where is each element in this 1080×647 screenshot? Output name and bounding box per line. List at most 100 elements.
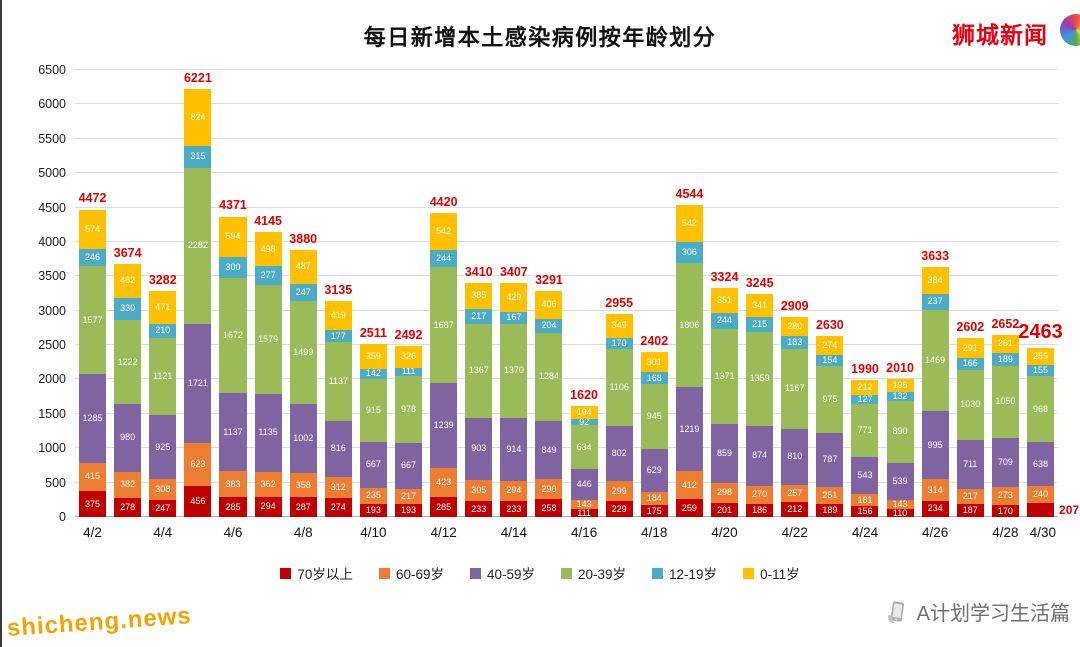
segment-value: 1284	[538, 371, 559, 382]
segment-value: 235	[365, 490, 381, 501]
bar-slot-4/14: 233 294 914 1370 167 429 3407 4/14	[496, 70, 531, 540]
bar-slot-4/19: 259 412 1219 1806 306 542 4544	[672, 70, 707, 517]
gridline	[75, 240, 1058, 242]
brand-logo-icon	[1060, 14, 1080, 46]
total-label: 3410	[464, 264, 493, 279]
gridline	[75, 69, 1058, 70]
segment-value: 277	[260, 270, 276, 281]
segment-value: 142	[365, 368, 381, 379]
stacked-bar-4/4: 247 308 925 1121 210 471	[149, 291, 177, 517]
segment-age0to11: 261	[991, 334, 1019, 353]
segment-age12to19: 166	[956, 358, 984, 370]
segment-age20to39: 1030	[956, 369, 984, 441]
bar-slot-4/18: 175 184 629 945 168 301 2402 4/18	[637, 70, 672, 540]
segment-value: 482	[120, 275, 136, 286]
segment-age70plus: 207	[1026, 502, 1079, 517]
segment-age20to39: 1499	[289, 300, 317, 404]
segment-age60to69: 623	[184, 442, 212, 486]
segment-age40to59: 1285	[79, 374, 107, 463]
segment-age12to19: 92	[570, 417, 598, 426]
segment-value: 168	[646, 372, 662, 383]
gridline	[75, 137, 1058, 139]
segment-value: 1579	[258, 334, 279, 345]
bar-slot-4/22: 212 257 810 1167 183 280 2909 4/22	[777, 70, 812, 540]
gridline	[75, 103, 1058, 105]
total-label: 4420	[429, 195, 458, 210]
stacked-bar-4/18: 175 184 629 945 168 301	[640, 351, 668, 517]
segment-value: 181	[857, 494, 873, 505]
segment-age70plus: 189	[816, 504, 844, 517]
legend-label: 60-69岁	[395, 567, 444, 582]
segment-age60to69: 273	[991, 486, 1019, 506]
bar-slot-4/25: 110 143 539 890 132 196 2010	[883, 70, 918, 517]
segment-value: 291	[962, 342, 978, 353]
segment-age60to69: 181	[851, 493, 879, 507]
segment-age40to59: 874	[746, 425, 774, 486]
segment-age12to19: 204	[535, 318, 563, 333]
segment-age40to59: 787	[816, 432, 844, 487]
segment-age40to59: 914	[500, 417, 528, 481]
segment-value: 261	[997, 338, 1013, 349]
segment-age0to11: 349	[605, 313, 633, 338]
segment-age70plus: 175	[640, 505, 668, 517]
y-tick-label: 500	[45, 475, 66, 490]
segment-value: 709	[997, 456, 1013, 467]
stacked-bar-4/17: 229 299 802 1106 170 349	[605, 313, 633, 517]
segment-age20to39: 1367	[465, 323, 493, 418]
segment-value: 259	[681, 502, 697, 513]
segment-age20to39: 1121	[149, 338, 177, 416]
watermark-site: shicheng.news	[6, 602, 193, 643]
segment-age70plus: 456	[184, 485, 212, 517]
x-tick-label: 4/14	[500, 525, 527, 540]
segment-value: 412	[681, 479, 697, 490]
segment-age40to59: 709	[991, 437, 1019, 487]
segment-age12to19: 167	[500, 312, 528, 324]
y-tick-label: 4500	[38, 200, 66, 215]
segment-age60to69: 382	[114, 471, 142, 498]
segment-age0to11: 429	[500, 282, 528, 313]
segment-value: 258	[541, 502, 557, 513]
segment-value: 285	[225, 501, 241, 512]
segment-value: 251	[822, 489, 838, 500]
total-label: 1620	[570, 387, 598, 402]
total-label: 6221	[183, 71, 212, 86]
segment-value: 542	[681, 217, 697, 228]
chart-title: 每日新增本土感染病例按年龄划分	[363, 25, 717, 50]
bar-slot-4/17: 229 299 802 1106 170 349 2955	[602, 70, 637, 517]
stacked-bar-4/23: 189 251 787 975 154 274	[816, 336, 844, 517]
segment-age12to19: 154	[816, 355, 844, 366]
segment-value: 210	[155, 325, 171, 336]
y-tick-label: 2500	[38, 338, 66, 353]
segment-value: 816	[330, 443, 346, 454]
segment-value: 456	[190, 495, 206, 506]
segment-value: 423	[436, 477, 452, 488]
segment-age12to19: 217	[465, 309, 493, 324]
y-tick-label: 6500	[38, 63, 66, 77]
segment-age20to39: 634	[570, 425, 598, 469]
total-label: 3282	[148, 273, 177, 288]
segment-age12to19: 127	[851, 394, 879, 404]
segment-value: 638	[1032, 458, 1049, 469]
segment-value: 175	[646, 505, 662, 516]
segment-value: 1285	[82, 413, 103, 423]
segment-value: 1219	[679, 423, 700, 434]
segment-value: 446	[576, 478, 592, 489]
segment-value: 1121	[153, 371, 173, 382]
segment-age0to11: 196	[886, 378, 914, 393]
bar-slot-4/27: 187 217 711 1030 166 291 2602	[953, 70, 988, 517]
x-tick-label: 4/4	[153, 525, 173, 540]
segment-age12to19: 177	[324, 330, 352, 343]
segment-age40to59: 859	[711, 423, 739, 483]
segment-value: 201	[717, 504, 733, 515]
segment-value: 217	[471, 310, 487, 321]
y-tick-label: 6000	[38, 97, 66, 112]
gridline	[75, 344, 1058, 346]
y-tick-label: 3500	[38, 269, 66, 284]
segment-value: 349	[611, 320, 627, 331]
segment-value: 995	[927, 439, 943, 450]
total-label: 1990	[851, 362, 879, 377]
stacked-bar-4/10: 193 235 667 915 142 359	[359, 344, 387, 517]
segment-value: 257	[787, 488, 803, 499]
segment-age0to11: 406	[535, 290, 563, 319]
